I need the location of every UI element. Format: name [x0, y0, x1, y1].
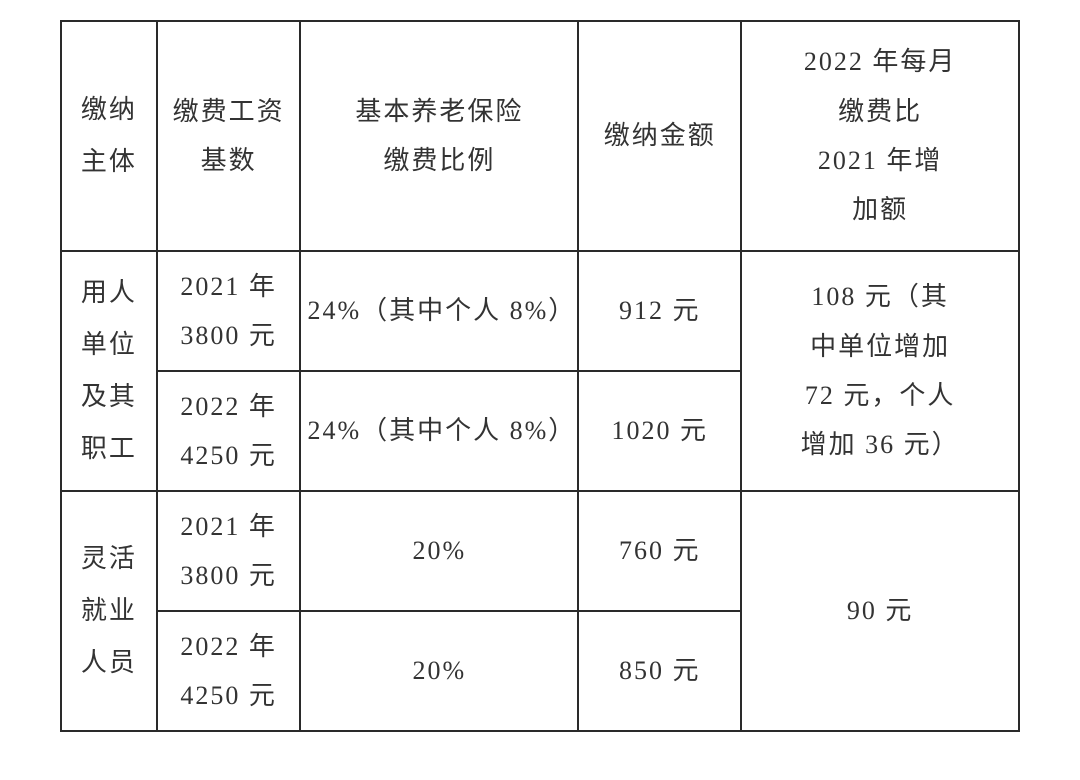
cell-rate: 20% — [300, 491, 578, 611]
header-rate: 基本养老保险缴费比例 — [300, 21, 578, 251]
subject-flexible: 灵活就业人员 — [61, 491, 157, 731]
pension-contribution-table: 缴纳主体 缴费工资基数 基本养老保险缴费比例 缴纳金额 2022 年每月缴费比2… — [60, 20, 1020, 732]
cell-base: 2022 年4250 元 — [157, 371, 301, 491]
cell-base: 2021 年3800 元 — [157, 251, 301, 371]
header-increase: 2022 年每月缴费比2021 年增加额 — [741, 21, 1019, 251]
cell-amount: 850 元 — [578, 611, 741, 731]
table-row: 灵活就业人员 2021 年3800 元 20% 760 元 90 元 — [61, 491, 1019, 611]
table-row: 用人单位及其职工 2021 年3800 元 24%（其中个人 8%） 912 元… — [61, 251, 1019, 371]
header-subject: 缴纳主体 — [61, 21, 157, 251]
cell-base: 2022 年4250 元 — [157, 611, 301, 731]
cell-increase: 108 元（其中单位增加72 元，个人增加 36 元） — [741, 251, 1019, 491]
cell-increase: 90 元 — [741, 491, 1019, 731]
cell-amount: 912 元 — [578, 251, 741, 371]
header-base: 缴费工资基数 — [157, 21, 301, 251]
header-amount: 缴纳金额 — [578, 21, 741, 251]
cell-base: 2021 年3800 元 — [157, 491, 301, 611]
cell-amount: 1020 元 — [578, 371, 741, 491]
subject-employer: 用人单位及其职工 — [61, 251, 157, 491]
cell-rate: 20% — [300, 611, 578, 731]
cell-amount: 760 元 — [578, 491, 741, 611]
cell-rate: 24%（其中个人 8%） — [300, 251, 578, 371]
table-header-row: 缴纳主体 缴费工资基数 基本养老保险缴费比例 缴纳金额 2022 年每月缴费比2… — [61, 21, 1019, 251]
cell-rate: 24%（其中个人 8%） — [300, 371, 578, 491]
